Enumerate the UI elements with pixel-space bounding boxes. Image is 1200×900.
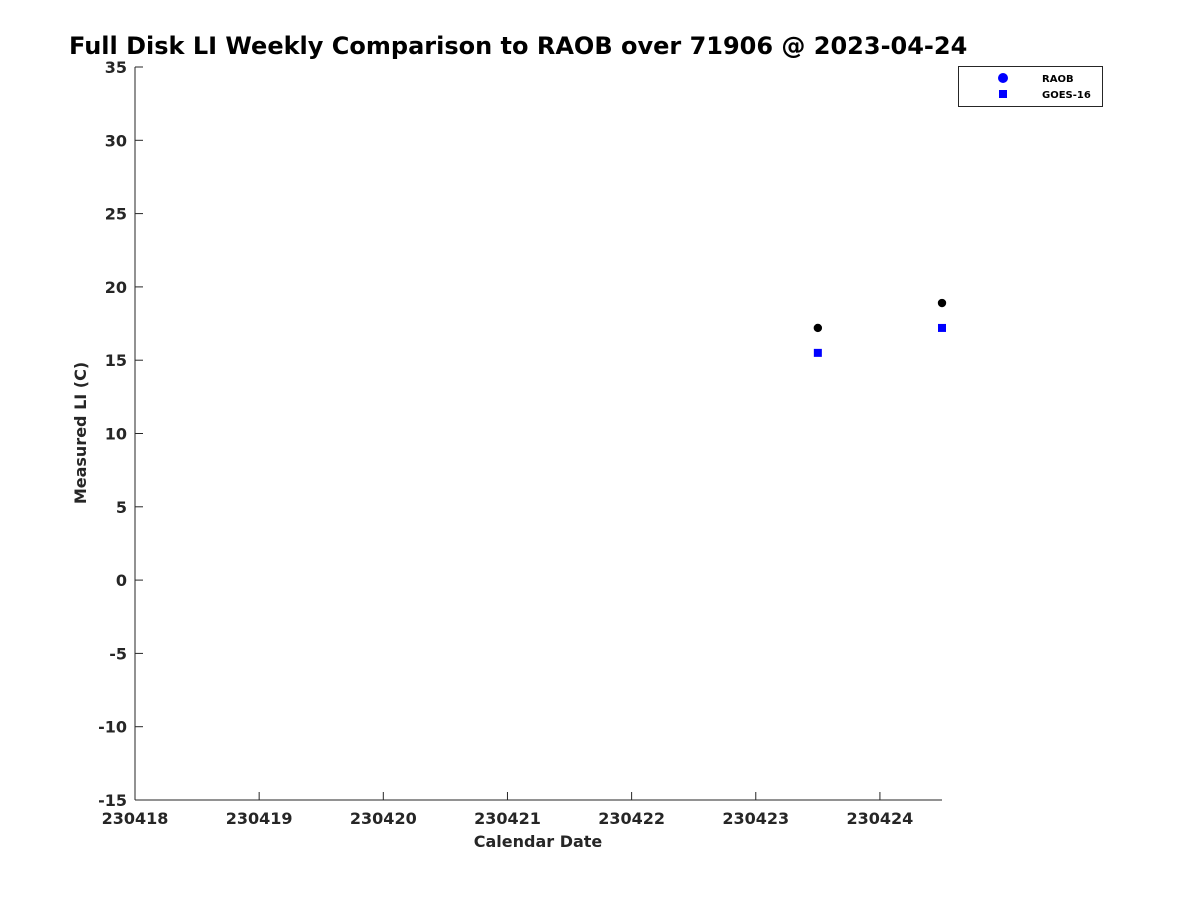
plot-area	[134, 67, 942, 801]
y-axis-ticks: 35 30 25 20 15 10 5 0 -5 -10 -15	[98, 58, 143, 810]
legend-label-raob: RAOB	[1042, 74, 1074, 85]
x-tick-label: 230418	[102, 809, 169, 828]
goes-16-point	[813, 348, 822, 357]
x-axis-ticks: 230418 230419 230420 230421 230422 230423 2304…	[102, 792, 914, 828]
y-axis-label: Measured LI (C)	[71, 362, 90, 504]
legend-label-goes-16: GOES-16	[1042, 90, 1091, 101]
legend: RAOB GOES-16	[958, 66, 1103, 107]
y-tick-label: 30	[105, 131, 127, 150]
y-tick-label: -15	[98, 791, 127, 810]
raob-point	[813, 323, 823, 333]
y-tick-label: 0	[116, 571, 127, 590]
x-tick-label: 230420	[350, 809, 417, 828]
x-tick-label: 230422	[598, 809, 665, 828]
legend-box	[958, 66, 1103, 107]
legend-marker-raob	[998, 73, 1008, 83]
y-tick-label: 35	[105, 58, 127, 77]
data-markers	[813, 298, 947, 357]
y-tick-label: 5	[116, 498, 127, 517]
y-tick-label: 15	[105, 351, 127, 370]
y-tick-label: 25	[105, 205, 127, 224]
legend-marker-goes-16	[999, 90, 1007, 98]
chart-title: Full Disk LI Weekly Comparison to RAOB o…	[69, 32, 967, 60]
y-tick-label: -5	[109, 644, 127, 663]
x-tick-label: 230423	[722, 809, 789, 828]
y-tick-label: 10	[105, 425, 127, 444]
x-axis-label: Calendar Date	[474, 832, 603, 851]
x-tick-label: 230424	[847, 809, 914, 828]
raob-point	[937, 298, 947, 308]
x-tick-label: 230419	[226, 809, 293, 828]
x-tick-label: 230421	[474, 809, 541, 828]
goes-16-point	[938, 323, 946, 332]
y-tick-label: 20	[105, 278, 127, 297]
y-tick-label: -10	[98, 718, 127, 737]
